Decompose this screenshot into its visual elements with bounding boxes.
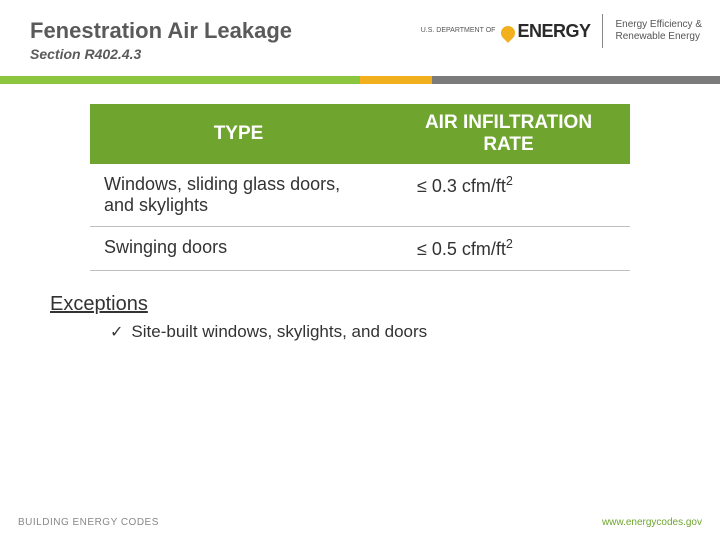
doe-wordmark: ENERGY bbox=[517, 21, 590, 42]
footer-url: www.energycodes.gov bbox=[602, 517, 702, 528]
bar-segment-yellow bbox=[360, 76, 432, 84]
bar-segment-gray bbox=[432, 76, 720, 84]
accent-bar bbox=[0, 76, 720, 84]
cell-type: Swinging doors bbox=[90, 227, 387, 271]
rate-sup: 2 bbox=[506, 237, 513, 251]
doe-small-label: U.S. DEPARTMENT OF bbox=[421, 27, 496, 35]
rate-value: ≤ 0.3 cfm/ft bbox=[417, 176, 506, 196]
logo-area: U.S. DEPARTMENT OF ENERGY Energy Efficie… bbox=[421, 14, 702, 48]
cell-rate: ≤ 0.5 cfm/ft2 bbox=[387, 227, 630, 271]
doe-logo: U.S. DEPARTMENT OF ENERGY bbox=[421, 21, 591, 42]
content-area: TYPE AIR INFILTRATION RATE Windows, slid… bbox=[0, 84, 720, 342]
rate-sup: 2 bbox=[506, 174, 513, 188]
list-item: ✓ Site-built windows, skylights, and doo… bbox=[110, 322, 660, 342]
check-icon: ✓ bbox=[110, 322, 123, 342]
col-header-rate: AIR INFILTRATION RATE bbox=[387, 104, 630, 164]
sun-icon bbox=[499, 23, 519, 43]
page-subtitle: Section R402.4.3 bbox=[30, 46, 690, 62]
cell-type: Windows, sliding glass doors, and skylig… bbox=[90, 164, 387, 227]
table-row: Swinging doors ≤ 0.5 cfm/ft2 bbox=[90, 227, 630, 271]
infiltration-table: TYPE AIR INFILTRATION RATE Windows, slid… bbox=[90, 104, 630, 271]
eere-line2: Renewable Energy bbox=[615, 31, 702, 43]
footer: BUILDING ENERGY CODES www.energycodes.go… bbox=[0, 517, 720, 528]
eere-line1: Energy Efficiency & bbox=[615, 19, 702, 31]
footer-left-label: BUILDING ENERGY CODES bbox=[18, 517, 159, 528]
table-header-row: TYPE AIR INFILTRATION RATE bbox=[90, 104, 630, 164]
col-header-type: TYPE bbox=[90, 104, 387, 164]
exception-text: Site-built windows, skylights, and doors bbox=[131, 322, 427, 342]
exceptions-heading: Exceptions bbox=[50, 293, 660, 316]
exceptions-list: ✓ Site-built windows, skylights, and doo… bbox=[110, 322, 660, 342]
cell-rate: ≤ 0.3 cfm/ft2 bbox=[387, 164, 630, 227]
rate-value: ≤ 0.5 cfm/ft bbox=[417, 239, 506, 259]
table-row: Windows, sliding glass doors, and skylig… bbox=[90, 164, 630, 227]
header: Fenestration Air Leakage Section R402.4.… bbox=[0, 0, 720, 70]
logo-divider bbox=[602, 14, 603, 48]
bar-segment-green bbox=[0, 76, 360, 84]
eere-label: Energy Efficiency & Renewable Energy bbox=[615, 19, 702, 43]
